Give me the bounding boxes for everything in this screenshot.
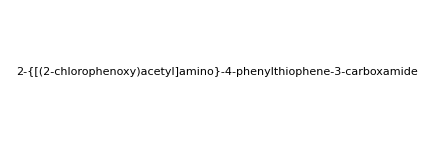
Text: 2-{[(2-chlorophenoxy)acetyl]amino}-4-phenylthiophene-3-carboxamide: 2-{[(2-chlorophenoxy)acetyl]amino}-4-phe… bbox=[16, 67, 418, 77]
